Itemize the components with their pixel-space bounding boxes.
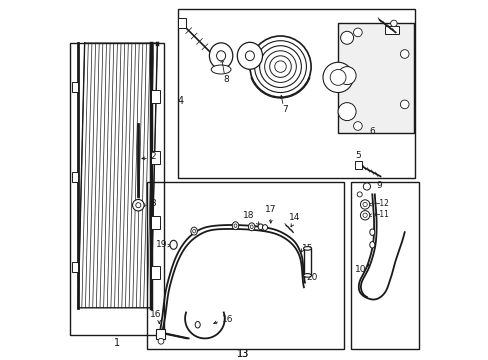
Ellipse shape [170,240,177,249]
Ellipse shape [250,225,253,229]
Bar [355,161,361,169]
Bar [303,248,311,275]
Text: 20: 20 [306,274,317,282]
Ellipse shape [232,222,238,230]
Text: 17: 17 [264,205,276,214]
Text: 8: 8 [223,75,228,84]
Circle shape [254,41,306,93]
Circle shape [274,61,285,72]
Text: 15: 15 [302,244,313,253]
Circle shape [329,69,346,85]
Text: 2: 2 [150,152,156,161]
Text: 1: 1 [113,338,120,348]
Bar [350,182,418,349]
Ellipse shape [258,224,263,230]
Bar [147,182,343,349]
Text: 19: 19 [155,240,167,249]
Text: 9: 9 [375,181,381,190]
Circle shape [259,46,301,87]
Ellipse shape [190,227,197,235]
Ellipse shape [209,43,232,69]
Bar [384,26,398,34]
Ellipse shape [192,229,195,233]
Text: ←11: ←11 [373,210,388,219]
Circle shape [362,213,366,217]
Ellipse shape [369,242,374,248]
Circle shape [337,67,355,85]
Circle shape [360,211,369,220]
Circle shape [337,103,355,121]
Text: 7: 7 [282,105,287,114]
Bar [178,18,185,28]
Circle shape [353,28,362,37]
Circle shape [363,183,370,190]
Circle shape [400,50,408,58]
Bar [72,172,78,182]
Text: 13: 13 [236,348,248,359]
Circle shape [269,56,291,77]
Circle shape [132,199,144,211]
Text: 5: 5 [355,151,361,160]
Bar [151,151,160,164]
Ellipse shape [234,224,237,228]
Ellipse shape [245,51,254,61]
Circle shape [249,36,310,97]
Circle shape [340,31,353,44]
Circle shape [356,192,362,197]
Text: 6: 6 [368,127,374,136]
Bar [151,216,160,229]
Ellipse shape [369,229,374,235]
Ellipse shape [216,51,225,61]
Circle shape [360,200,369,209]
Ellipse shape [303,247,311,250]
Circle shape [362,202,366,207]
Text: ←12: ←12 [373,199,388,208]
Bar [337,23,413,133]
Ellipse shape [211,65,230,74]
Bar [156,329,165,339]
Text: 16: 16 [149,310,161,319]
Text: 4: 4 [177,96,183,106]
Ellipse shape [195,321,200,328]
Text: 13: 13 [236,348,248,359]
Ellipse shape [237,42,262,69]
Text: 16: 16 [222,315,233,324]
Bar [151,90,160,103]
Circle shape [400,100,408,109]
Circle shape [322,62,352,93]
Circle shape [264,51,296,82]
Circle shape [136,203,141,208]
Bar [70,43,163,335]
Circle shape [353,122,362,130]
Bar [178,9,415,178]
Ellipse shape [248,223,254,231]
Bar [72,262,78,272]
Bar [151,266,160,279]
Text: 10: 10 [355,266,366,274]
Text: 3: 3 [150,199,156,208]
Circle shape [390,20,396,27]
Ellipse shape [262,225,267,230]
Circle shape [158,338,163,344]
Bar [72,82,78,92]
Text: 18: 18 [243,211,254,220]
Text: 14: 14 [288,213,300,222]
Ellipse shape [303,274,311,277]
